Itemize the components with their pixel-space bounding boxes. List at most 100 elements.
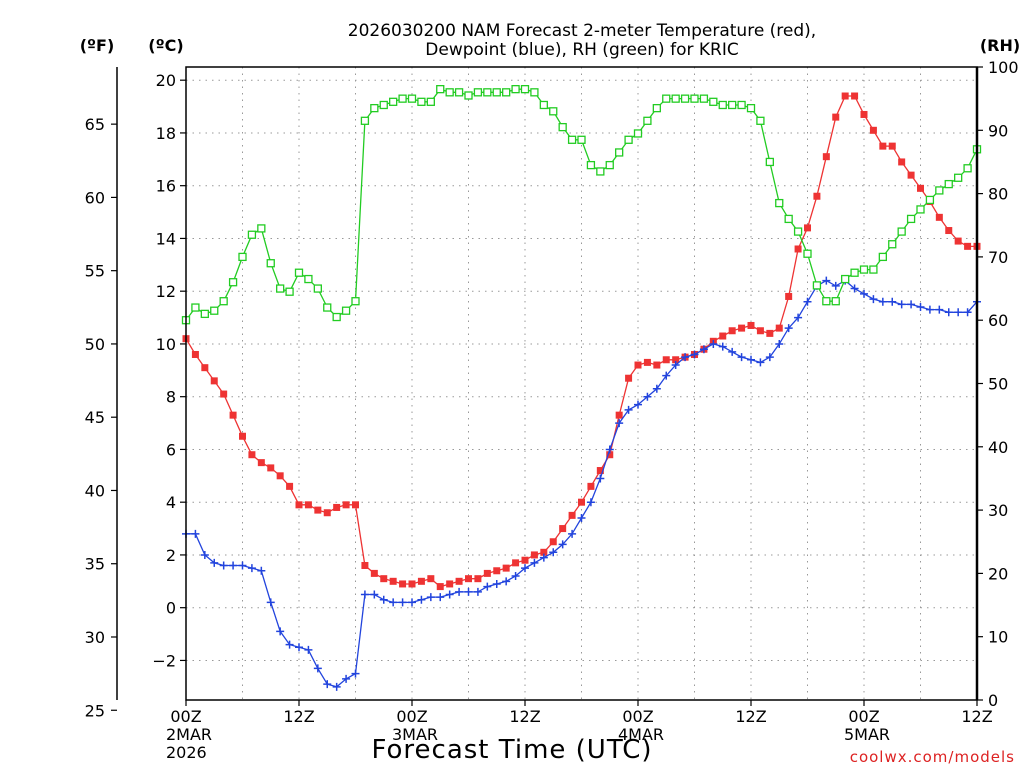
- rh-point: [549, 107, 558, 116]
- dewpoint-point: [295, 643, 303, 652]
- dewpoint-point: [586, 498, 595, 507]
- dewpoint-point: [737, 353, 746, 362]
- rh-point: [935, 186, 944, 195]
- time-tick-label: 12Z: [961, 707, 992, 726]
- rh-point: [276, 284, 285, 293]
- dewpoint-point: [539, 553, 548, 562]
- dewpoint-point: [775, 339, 784, 348]
- dewpoint-point: [370, 590, 379, 599]
- rh-point: [567, 135, 577, 144]
- dewpoint-point: [794, 313, 803, 322]
- dewpoint-point: [285, 640, 294, 649]
- temperature-point: [841, 92, 849, 100]
- dewpoint-point: [219, 561, 228, 570]
- rh-point: [332, 312, 341, 322]
- rh-point: [633, 129, 643, 138]
- rh-point: [822, 297, 831, 306]
- dewpoint-point: [360, 590, 369, 599]
- dewpoint-point: [568, 529, 577, 538]
- rh-point: [436, 85, 445, 94]
- dewpoint-point: [643, 392, 652, 401]
- rh-point: [718, 100, 727, 110]
- rh-point: [662, 94, 671, 103]
- rh-point: [605, 160, 614, 170]
- rh-point: [869, 265, 878, 274]
- date-tick-label: 5MAR: [844, 725, 890, 744]
- rh-point: [850, 268, 859, 277]
- temperature-point: [201, 364, 209, 372]
- temperature-point: [672, 356, 680, 364]
- temperature-point: [794, 245, 802, 253]
- temperature-point: [295, 501, 303, 509]
- temperature-point: [417, 577, 425, 585]
- temperature-point: [775, 324, 783, 332]
- dewpoint-point: [210, 558, 219, 567]
- time-tick-label: 00Z: [848, 707, 879, 726]
- temperature-point: [229, 411, 237, 419]
- rh-point: [596, 167, 605, 176]
- celsius-tick-label: 8: [166, 388, 176, 407]
- dewpoint-point: [699, 345, 708, 354]
- dewpoint-point: [624, 405, 633, 414]
- temperature-point: [455, 577, 463, 585]
- temperature-point: [945, 227, 953, 235]
- temperature-point: [559, 525, 567, 533]
- rh-tick-label: 80: [988, 185, 1008, 204]
- temperature-point: [549, 538, 557, 546]
- dewpoint-point: [605, 445, 614, 454]
- temperature-point: [785, 292, 793, 300]
- chart-title: 2026030200 NAM Forecast 2-meter Temperat…: [348, 21, 816, 60]
- rh-point: [803, 249, 812, 258]
- temperature-point: [191, 350, 199, 358]
- rh-point: [511, 85, 520, 94]
- rh-point: [643, 116, 652, 125]
- rh-point: [502, 88, 511, 97]
- rh-point: [539, 100, 548, 110]
- fahrenheit-tick-label: 30: [85, 628, 105, 647]
- temperature-point: [304, 501, 312, 509]
- dewpoint-point: [247, 564, 256, 573]
- dewpoint-point: [690, 350, 699, 359]
- dewpoint-point: [521, 564, 529, 573]
- rh-point: [492, 88, 501, 97]
- rh-point: [906, 214, 916, 224]
- celsius-tick-label: 6: [166, 440, 176, 459]
- dewpoint-point: [492, 579, 501, 588]
- rh-point: [200, 309, 209, 319]
- rh-point: [464, 91, 473, 100]
- temperature-point: [907, 171, 915, 179]
- time-tick-label: 12Z: [735, 707, 766, 726]
- rh-point: [370, 103, 379, 113]
- dewpoint-point: [323, 680, 332, 689]
- temperature-point: [766, 329, 774, 337]
- rh-point: [963, 164, 972, 173]
- rh-point: [709, 97, 718, 106]
- temperature-point: [606, 451, 614, 459]
- celsius-tick-label: 20: [156, 71, 176, 90]
- rh-point: [389, 97, 398, 106]
- rh-point: [294, 268, 304, 277]
- rh-point: [916, 205, 925, 214]
- x-axis-label: Forecast Time (UTC): [371, 735, 652, 765]
- celsius-tick-label: 18: [156, 124, 176, 143]
- temperature-point: [408, 580, 416, 588]
- source-credit: coolwx.com/models: [850, 748, 1015, 766]
- rh-tick-label: 30: [988, 501, 1008, 520]
- dewpoint-point: [728, 347, 737, 356]
- rh-point: [379, 100, 388, 110]
- temperature-point: [869, 126, 877, 134]
- temperature-point: [399, 580, 407, 588]
- temperature-point: [954, 237, 962, 245]
- dewpoint-point: [907, 300, 916, 309]
- rh-point: [210, 306, 219, 315]
- rh-point: [219, 297, 228, 306]
- dewpoint-point: [878, 297, 887, 306]
- dewpoint-point: [954, 308, 963, 317]
- rh-point: [925, 195, 935, 205]
- temperature-point: [587, 482, 595, 490]
- dewpoint-point: [634, 400, 642, 409]
- rh-point: [228, 278, 238, 287]
- dewpoint-point: [342, 674, 351, 683]
- rh-point: [812, 281, 822, 290]
- rh-tick-label: 60: [988, 311, 1008, 330]
